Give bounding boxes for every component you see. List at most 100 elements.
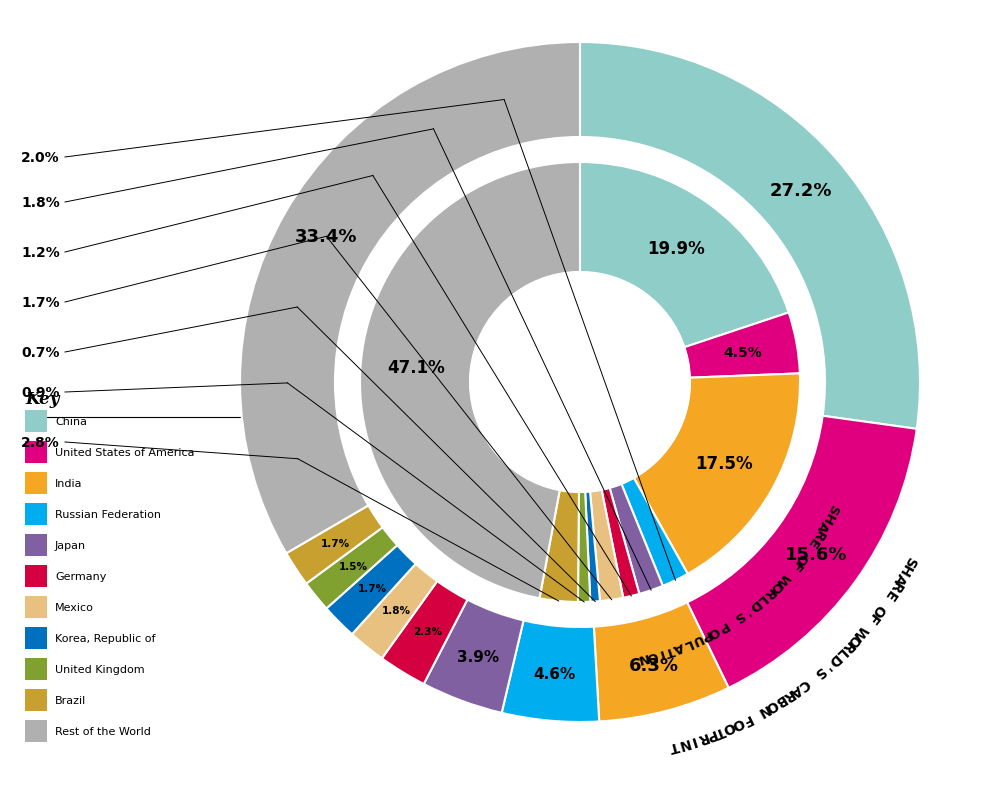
Text: 6.3%: 6.3% xyxy=(629,656,679,674)
Text: U: U xyxy=(689,631,704,647)
Text: B: B xyxy=(771,691,788,708)
Wedge shape xyxy=(352,564,437,658)
Bar xyxy=(25,411,47,432)
Text: C: C xyxy=(795,674,812,692)
Wedge shape xyxy=(684,313,800,379)
Text: I: I xyxy=(656,646,665,659)
Text: L: L xyxy=(832,645,848,661)
Bar xyxy=(25,689,47,711)
Wedge shape xyxy=(602,488,639,598)
Bar xyxy=(25,596,47,618)
Text: O: O xyxy=(869,601,887,618)
Text: Mexico: Mexico xyxy=(55,602,94,612)
Text: Japan: Japan xyxy=(55,541,86,550)
Text: H: H xyxy=(819,509,836,525)
Text: 4.6%: 4.6% xyxy=(533,666,575,681)
Text: 4.5%: 4.5% xyxy=(723,346,762,360)
Text: 27.2%: 27.2% xyxy=(769,182,832,200)
Text: 0.9%: 0.9% xyxy=(22,386,60,399)
Text: O: O xyxy=(720,718,737,735)
Text: 47.1%: 47.1% xyxy=(387,358,445,376)
Wedge shape xyxy=(286,506,383,584)
Text: 19.9%: 19.9% xyxy=(648,240,705,257)
Text: N: N xyxy=(676,734,691,751)
Text: O: O xyxy=(767,577,784,594)
Text: A: A xyxy=(891,569,909,586)
Text: Rest of the World: Rest of the World xyxy=(55,726,151,736)
Text: P: P xyxy=(698,627,712,643)
Bar xyxy=(25,565,47,587)
Text: 1.5%: 1.5% xyxy=(338,561,367,572)
Text: N: N xyxy=(635,650,649,665)
Text: 17.5%: 17.5% xyxy=(695,454,753,472)
Wedge shape xyxy=(610,484,663,594)
Wedge shape xyxy=(594,602,729,722)
Wedge shape xyxy=(687,416,917,688)
Text: 1.7%: 1.7% xyxy=(358,583,387,593)
Text: T: T xyxy=(713,722,727,739)
Text: S: S xyxy=(810,663,827,680)
Bar xyxy=(25,658,47,680)
Text: 2.0%: 2.0% xyxy=(21,151,60,164)
Text: Key: Key xyxy=(25,391,59,407)
Text: 1.7%: 1.7% xyxy=(321,538,350,548)
Text: O: O xyxy=(792,549,810,566)
Text: 1.7%: 1.7% xyxy=(21,296,60,310)
Text: W: W xyxy=(850,622,870,642)
Text: O: O xyxy=(763,695,780,714)
Wedge shape xyxy=(621,478,688,586)
Text: 2.8%: 2.8% xyxy=(21,435,60,449)
Text: I: I xyxy=(688,732,697,747)
Text: L: L xyxy=(754,591,768,606)
Text: 0.7%: 0.7% xyxy=(22,346,60,359)
Text: 15.6%: 15.6% xyxy=(785,545,848,563)
Bar xyxy=(25,627,47,649)
Text: Brazil: Brazil xyxy=(55,695,86,705)
Text: E: E xyxy=(804,535,820,549)
Text: A: A xyxy=(815,518,831,533)
Text: F: F xyxy=(787,557,803,573)
Wedge shape xyxy=(578,492,590,602)
Text: F: F xyxy=(739,710,753,727)
Text: Germany: Germany xyxy=(55,571,106,581)
Text: 1.8%: 1.8% xyxy=(382,605,411,615)
Text: India: India xyxy=(55,479,82,488)
Text: O: O xyxy=(729,714,746,731)
Wedge shape xyxy=(306,528,397,609)
Text: T: T xyxy=(668,737,681,753)
Text: E: E xyxy=(881,586,898,602)
Text: R: R xyxy=(838,637,855,654)
Wedge shape xyxy=(240,43,580,553)
Text: O: O xyxy=(844,630,863,648)
Text: 3.9%: 3.9% xyxy=(457,649,499,664)
Text: R: R xyxy=(886,577,904,594)
Wedge shape xyxy=(539,491,579,602)
Text: D: D xyxy=(745,596,762,613)
Text: R: R xyxy=(809,526,826,542)
Text: United States of America: United States of America xyxy=(55,448,194,457)
Text: China: China xyxy=(55,416,87,427)
Text: ': ' xyxy=(741,604,751,617)
Wedge shape xyxy=(360,163,580,598)
Text: 2.3%: 2.3% xyxy=(413,626,442,637)
Text: 33.4%: 33.4% xyxy=(295,228,358,246)
Text: A: A xyxy=(672,638,686,654)
Text: A: A xyxy=(787,680,804,698)
Text: 1.2%: 1.2% xyxy=(21,245,60,260)
Text: D: D xyxy=(824,650,842,668)
Text: P: P xyxy=(703,725,718,742)
Text: F: F xyxy=(864,610,881,626)
Text: O: O xyxy=(706,622,722,639)
Bar xyxy=(25,534,47,557)
Text: United Kingdom: United Kingdom xyxy=(55,664,145,674)
Text: T: T xyxy=(663,642,676,657)
Wedge shape xyxy=(424,600,524,713)
Text: S: S xyxy=(901,553,918,569)
Wedge shape xyxy=(382,581,467,684)
Text: R: R xyxy=(760,584,776,601)
Wedge shape xyxy=(326,545,416,634)
Text: H: H xyxy=(896,561,914,578)
Wedge shape xyxy=(502,621,599,722)
Circle shape xyxy=(470,273,690,492)
Bar xyxy=(25,472,47,494)
